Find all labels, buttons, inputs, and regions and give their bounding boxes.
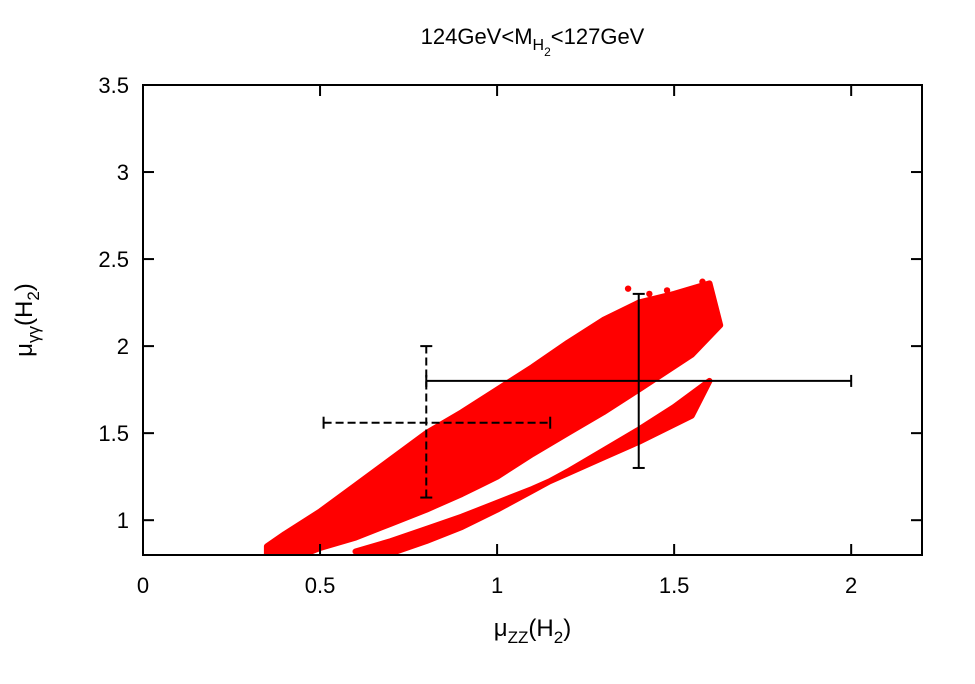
x-axis-title-open-sub: 2 [554,628,563,647]
scatter-point [646,290,653,298]
x-tick-label: 2 [845,573,857,598]
y-tick-label: 3 [117,160,129,185]
x-tick-label: 1.5 [659,573,690,598]
y-axis-title-open-sub: 2 [24,291,43,300]
chart-title-suffix: <127GeV [551,24,645,49]
plot-frame [142,84,923,556]
scatter-point [288,550,295,555]
scatter-point [688,290,696,298]
scatter-point [663,287,671,294]
scatter-point [267,548,274,555]
y-axis-title-sub: γγ [24,325,43,343]
error-bars-layer [322,292,853,499]
x-axis-title-close: ) [563,615,571,642]
chart-title-subsub: 2 [544,45,551,59]
chart-title-sub: H [533,37,545,54]
x-axis-title-base: μ [494,615,508,642]
y-tick-label: 3.5 [98,73,129,98]
x-axis-title: μZZ(H2) [494,615,571,647]
y-tick-label: 2.5 [98,247,129,272]
scatter-point [706,330,713,338]
x-axis-title-open: (H [528,615,553,642]
data-points-layer [263,278,724,555]
scatter-band-main [263,280,724,555]
x-tick-label: 0 [137,573,149,598]
chart-title-prefix: 124GeV<M [421,24,533,49]
x-tick-label: 1 [491,573,503,598]
chart-title: 124GeV<MH2<127GeV [421,24,645,59]
scatter-point [624,285,632,292]
x-tick-label: 0.5 [305,573,336,598]
scatter-point [713,313,720,320]
y-axis-title: μγγ(H2) [11,283,43,357]
y-axis-title-open: (H [11,301,38,326]
y-tick-label: 1.5 [98,421,129,446]
scatter-point [699,278,706,285]
y-tick-label: 1 [117,508,129,533]
y-tick-label: 2 [117,334,129,359]
ticks-layer: 0 0.5 1 1.5 2 1 1.5 2 2.5 3 3.5 [98,73,922,598]
y-axis-title-close: ) [11,283,38,291]
y-axis-title-base: μ [11,343,38,357]
x-axis-title-sub: ZZ [508,628,529,647]
